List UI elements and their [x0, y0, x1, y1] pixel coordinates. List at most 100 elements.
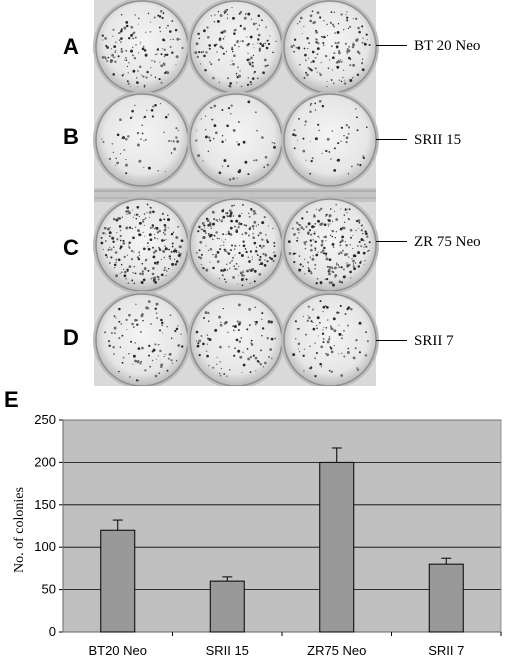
colony-speck — [252, 236, 256, 240]
colony-speck — [255, 159, 258, 162]
colony-speck — [120, 13, 123, 16]
bar — [100, 529, 136, 633]
well — [187, 91, 285, 189]
colony-speck — [209, 235, 212, 238]
colony-speck — [209, 61, 211, 63]
colony-speck — [122, 136, 125, 140]
colony-speck — [255, 320, 258, 324]
colony-speck — [239, 11, 243, 14]
colony-speck — [290, 45, 294, 48]
colony-speck — [221, 140, 224, 144]
colony-speck — [208, 338, 212, 342]
colony-speck — [219, 323, 223, 327]
colony-speck — [222, 52, 225, 55]
colony-speck — [162, 38, 165, 42]
colony-speck — [200, 263, 203, 266]
colony-speck — [297, 46, 301, 50]
colony-speck — [321, 239, 324, 243]
colony-speck — [266, 39, 269, 42]
colony-speck — [168, 248, 170, 251]
colony-speck — [256, 28, 259, 30]
colony-speck — [148, 211, 152, 214]
colony-speck — [216, 220, 219, 223]
colony-speck — [158, 78, 161, 81]
colony-speck — [112, 28, 115, 31]
colony-speck — [150, 67, 152, 69]
colony-speck — [294, 320, 297, 323]
colony-speck — [223, 278, 226, 281]
colony-speck — [163, 239, 166, 242]
row-name-a: BT 20 Neo — [414, 38, 481, 54]
colony-speck — [365, 33, 368, 36]
colony-speck — [316, 11, 320, 15]
colony-speck — [218, 238, 220, 240]
colony-speck — [122, 356, 125, 359]
colony-speck — [127, 244, 130, 246]
colony-speck — [303, 370, 305, 372]
colony-speck — [113, 326, 117, 330]
colony-speck — [112, 217, 116, 221]
y-tick-label: 150 — [34, 497, 56, 512]
colony-speck — [253, 72, 255, 74]
colony-speck — [130, 49, 133, 53]
colony-speck — [100, 236, 103, 239]
colony-speck — [132, 209, 134, 211]
colony-speck — [302, 315, 305, 318]
colony-speck — [130, 258, 134, 261]
colony-speck — [119, 32, 121, 34]
row-letter-c: C — [63, 235, 79, 260]
colony-speck — [125, 277, 127, 280]
colony-speck — [206, 343, 209, 345]
colony-speck — [222, 307, 224, 310]
colony-speck — [164, 233, 166, 236]
colony-speck — [148, 354, 150, 357]
colony-speck — [136, 319, 138, 321]
colony-speck — [333, 11, 336, 14]
colony-speck — [196, 252, 198, 254]
colony-speck — [292, 353, 296, 357]
colony-speck — [226, 17, 229, 19]
colony-speck — [352, 247, 354, 250]
colony-speck — [264, 361, 267, 365]
colony-speck — [255, 213, 257, 215]
colony-speck — [131, 279, 134, 282]
colony-speck — [226, 269, 228, 271]
colony-speck — [142, 247, 146, 251]
colony-speck — [304, 124, 306, 126]
colony-speck — [310, 244, 313, 247]
colony-speck — [118, 225, 122, 228]
colony-speck — [164, 247, 168, 251]
colony-speck — [126, 213, 128, 215]
colony-speck — [142, 75, 145, 78]
colony-speck — [214, 14, 216, 16]
colony-speck — [325, 240, 327, 242]
colony-speck — [222, 233, 225, 236]
colony-speck — [212, 366, 215, 369]
colony-speck — [212, 137, 215, 140]
colony-speck — [125, 318, 128, 321]
colony-speck — [170, 337, 173, 340]
colony-speck — [340, 208, 342, 210]
colony-speck — [213, 104, 217, 108]
colony-speck — [175, 55, 179, 59]
colony-speck — [156, 231, 160, 234]
well — [187, 196, 285, 294]
colony-speck — [265, 26, 268, 28]
colony-speck — [360, 245, 363, 248]
colony-speck — [317, 235, 319, 238]
colony-speck — [338, 353, 340, 355]
colony-speck — [142, 220, 145, 223]
colony-speck — [109, 226, 111, 229]
colony-speck — [235, 338, 239, 342]
colony-speck — [219, 14, 223, 17]
colony-speck — [221, 219, 223, 221]
colony-speck — [156, 238, 159, 240]
colony-speck — [123, 268, 125, 270]
colony-speck — [234, 267, 237, 270]
colony-speck — [152, 267, 155, 270]
colony-speck — [246, 348, 249, 350]
colony-speck — [242, 271, 245, 274]
colony-speck — [322, 329, 324, 331]
colony-speck — [248, 215, 251, 218]
row-letter-d: D — [63, 325, 79, 350]
